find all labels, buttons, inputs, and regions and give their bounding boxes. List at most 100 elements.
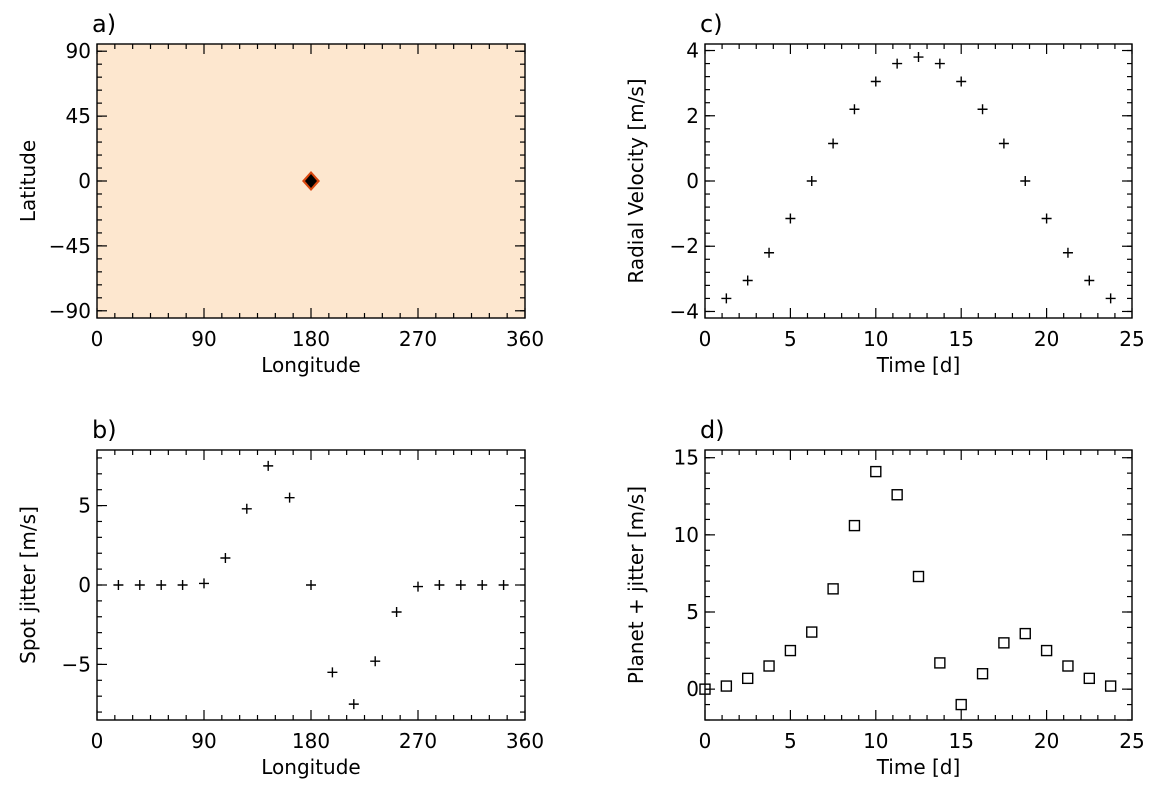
data-point <box>870 465 882 478</box>
data-point <box>455 580 466 590</box>
x-tick-label: 0 <box>699 729 712 753</box>
data-point <box>742 275 753 286</box>
data-point <box>912 570 925 583</box>
x-tick-label: 360 <box>506 327 544 351</box>
panel-c: 0 5 10 15 20 25 −4 −2 0 2 4 Time [d] Radial Velocity… <box>624 10 1145 377</box>
y-tick-label: −5 <box>62 652 91 676</box>
data-point <box>998 138 1009 149</box>
x-tick-label: 180 <box>292 327 330 351</box>
data-point <box>827 583 839 595</box>
data-point <box>284 492 295 503</box>
y-tick-label: 0 <box>686 677 699 701</box>
panel-letter: d) <box>700 416 725 444</box>
data-point <box>785 213 796 224</box>
data-point <box>976 668 989 680</box>
data-point <box>177 580 188 590</box>
data-point <box>742 672 754 685</box>
x-tick-label: 180 <box>292 729 330 753</box>
x-axis-label: Time [d] <box>876 755 961 779</box>
y-tick-label: −4 <box>670 299 699 323</box>
y-axis-label: Latitude <box>16 140 40 222</box>
panel-a: 0 90 180 270 360 −90 −45 0 45 90 Longitude Latitude… <box>16 10 544 377</box>
data-point <box>934 58 945 69</box>
data-point <box>892 58 903 69</box>
data-point <box>220 553 231 563</box>
x-tick-label: 270 <box>399 327 437 351</box>
data-point <box>156 580 167 590</box>
y-axis-label: Spot jitter [m/s] <box>16 506 40 664</box>
data-point <box>263 460 274 471</box>
data-point <box>348 699 359 710</box>
y-tick-label: −45 <box>49 234 91 258</box>
plot-frame <box>704 449 1133 721</box>
data-point <box>306 580 316 590</box>
data-point <box>413 581 423 592</box>
data-point <box>1062 660 1074 672</box>
y-tick-label: 90 <box>66 39 91 63</box>
data-point <box>913 52 924 63</box>
y-tick-label: 15 <box>674 446 699 470</box>
data-point <box>370 656 381 667</box>
data-point <box>848 519 861 532</box>
data-point <box>434 580 445 590</box>
data-point <box>699 683 711 695</box>
x-tick-label: 10 <box>863 327 888 351</box>
data-point <box>784 644 797 657</box>
data-point <box>1019 627 1031 640</box>
x-tick-label: 0 <box>91 327 104 351</box>
data-point <box>977 104 988 115</box>
x-tick-label: 15 <box>948 729 973 753</box>
y-tick-label: 5 <box>686 600 699 624</box>
x-axis-label: Time [d] <box>876 353 961 377</box>
x-tick-label: 0 <box>91 729 104 753</box>
y-tick-label: 2 <box>686 104 699 128</box>
x-tick-label: 5 <box>784 327 797 351</box>
x-tick-label: 10 <box>863 729 888 753</box>
data-point <box>1041 213 1052 224</box>
data-point <box>1105 293 1116 304</box>
y-tick-label: 0 <box>686 169 699 193</box>
data-point <box>891 489 903 501</box>
data-point <box>764 247 775 258</box>
data-point <box>327 667 338 678</box>
x-tick-label: 90 <box>191 729 216 753</box>
data-point <box>828 138 839 149</box>
data-point <box>1062 247 1073 258</box>
x-axis-label: Longitude <box>261 755 360 779</box>
y-tick-label: 45 <box>66 104 91 128</box>
x-tick-label: 20 <box>1034 729 1059 753</box>
data-point <box>998 637 1010 649</box>
y-axis-label: Planet + jitter [m/s] <box>624 486 648 684</box>
data-point <box>956 76 967 87</box>
x-tick-label: 270 <box>399 729 437 753</box>
data-point <box>934 657 946 669</box>
data-point <box>1104 680 1117 692</box>
data-point <box>763 660 775 672</box>
y-tick-label: 10 <box>674 523 699 547</box>
data-point <box>849 104 860 115</box>
y-tick-label: 5 <box>78 494 91 518</box>
spot-core <box>305 174 317 188</box>
data-point <box>477 580 488 590</box>
y-tick-label: 4 <box>686 39 699 63</box>
data-point <box>498 580 509 590</box>
data-point <box>870 76 881 87</box>
y-tick-label: 0 <box>78 169 91 193</box>
y-axis-label: Radial Velocity [m/s] <box>624 78 648 283</box>
x-tick-label: 20 <box>1034 327 1059 351</box>
y-tick-label: 0 <box>78 573 91 597</box>
data-point <box>241 503 252 514</box>
data-point <box>1040 644 1053 657</box>
data-point <box>1020 176 1031 186</box>
x-tick-label: 25 <box>1119 327 1144 351</box>
data-point <box>134 580 145 590</box>
plot-frame <box>704 43 1133 319</box>
y-tick-label: −2 <box>670 234 699 258</box>
x-tick-label: 360 <box>506 729 544 753</box>
data-point <box>113 580 124 590</box>
panel-b: 0 90 180 270 360 −5 0 5 Longitude Spot jitter [m/… <box>16 416 544 779</box>
x-tick-label: 25 <box>1119 729 1144 753</box>
data-point <box>806 176 817 186</box>
